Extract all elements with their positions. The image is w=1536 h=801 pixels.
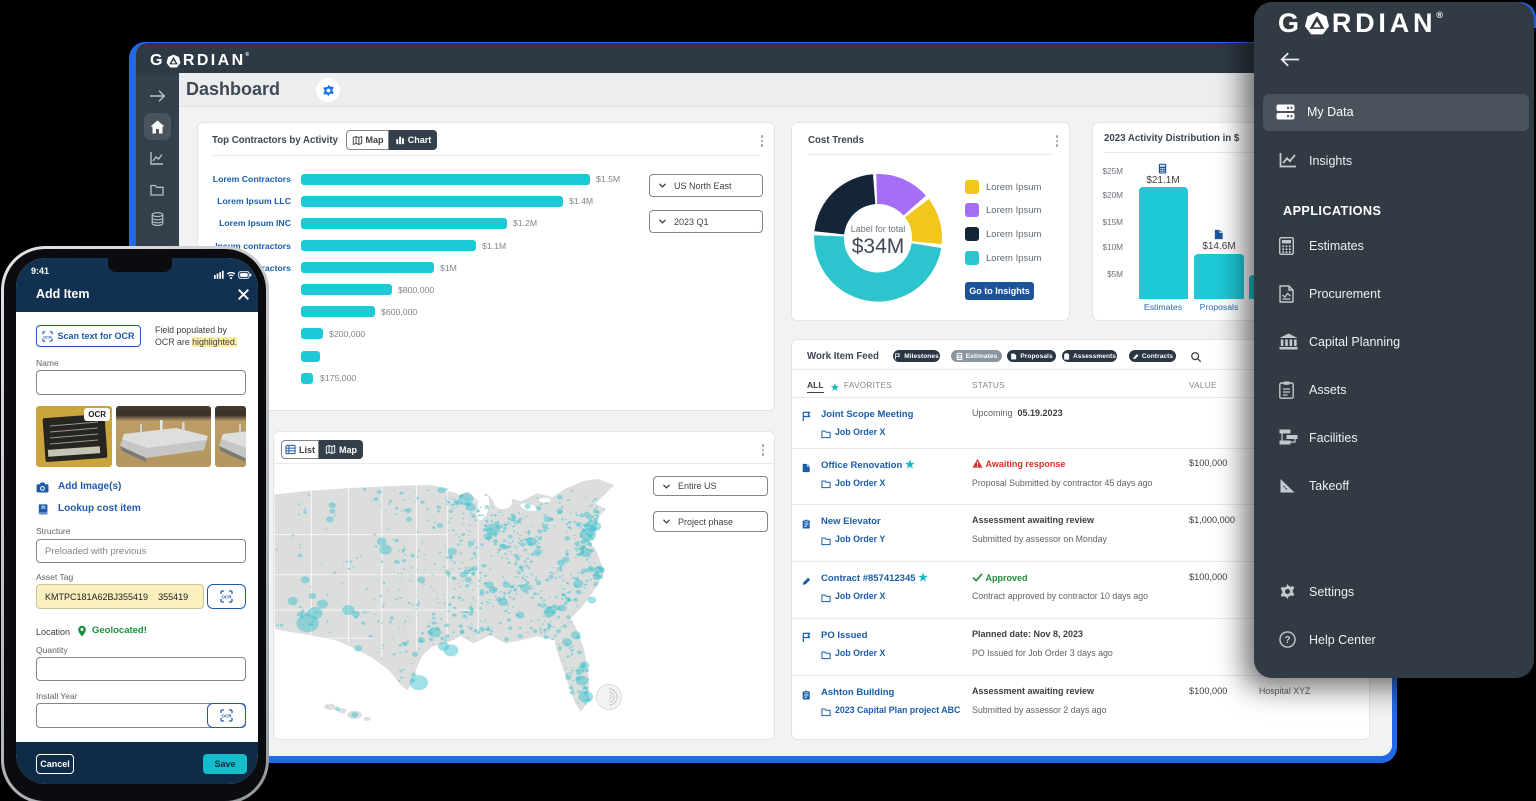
svg-text:?: ? [1284, 635, 1290, 646]
svg-text:OCR: OCR [221, 595, 232, 600]
svg-text:OCR: OCR [221, 714, 232, 719]
svg-text:OCR: OCR [44, 334, 53, 339]
